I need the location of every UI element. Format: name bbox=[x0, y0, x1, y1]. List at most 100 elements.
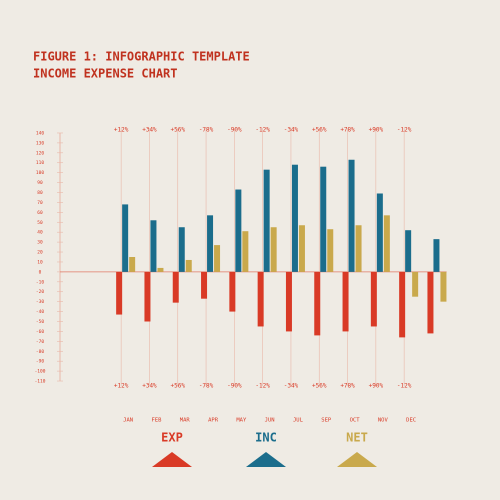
y-tick-label: -30 bbox=[36, 299, 44, 305]
change-label-top: -78% bbox=[199, 127, 214, 134]
x-tick-label: MAY bbox=[236, 418, 247, 424]
x-tick-label: APR bbox=[208, 418, 219, 424]
y-tick-label: 30 bbox=[37, 240, 43, 246]
change-label-bottom: +78% bbox=[340, 383, 355, 390]
change-label-top: +90% bbox=[369, 127, 384, 134]
y-tick-label: -100 bbox=[35, 369, 46, 375]
y-tick-label: 20 bbox=[37, 250, 43, 256]
y-tick-label: -80 bbox=[36, 349, 44, 355]
y-tick-label: -90 bbox=[36, 359, 44, 365]
legend-marker bbox=[152, 452, 192, 467]
bar bbox=[427, 271, 434, 334]
legend-label: EXP bbox=[161, 431, 183, 445]
bar bbox=[150, 220, 157, 272]
y-tick-label: 100 bbox=[36, 170, 44, 176]
legend-marker bbox=[337, 452, 377, 467]
x-tick-label: JUN bbox=[265, 418, 275, 424]
bar bbox=[257, 271, 264, 327]
bar bbox=[242, 231, 249, 272]
y-tick-label: -60 bbox=[36, 329, 44, 335]
y-tick-label: 60 bbox=[37, 210, 43, 216]
change-label-top: +56% bbox=[312, 127, 327, 134]
y-tick-label: 90 bbox=[37, 180, 43, 186]
bar bbox=[314, 271, 321, 336]
bar bbox=[412, 271, 419, 297]
bar bbox=[291, 164, 298, 272]
x-tick-label: JUL bbox=[293, 418, 304, 424]
bar bbox=[285, 271, 292, 332]
x-tick-label: OCT bbox=[350, 418, 361, 424]
change-label-bottom: -90% bbox=[227, 383, 242, 390]
x-tick-label: DEC bbox=[406, 418, 416, 424]
change-label-bottom: +12% bbox=[114, 383, 129, 390]
y-tick-label: 80 bbox=[37, 190, 43, 196]
change-label-bottom: +56% bbox=[312, 383, 327, 390]
bar bbox=[172, 271, 179, 303]
bar bbox=[440, 271, 447, 302]
y-tick-label: 70 bbox=[37, 200, 43, 206]
bar bbox=[207, 215, 214, 272]
y-tick-label: 130 bbox=[36, 140, 44, 146]
bar bbox=[144, 271, 151, 322]
change-label-bottom: +90% bbox=[369, 383, 384, 390]
bar bbox=[270, 227, 277, 272]
bar bbox=[129, 257, 136, 272]
change-label-top: -12% bbox=[255, 127, 270, 134]
bar bbox=[185, 259, 192, 272]
x-tick-label: FEB bbox=[151, 418, 162, 424]
bar bbox=[178, 227, 185, 272]
bar bbox=[122, 204, 129, 272]
legend-label: NET bbox=[346, 431, 368, 445]
bar bbox=[235, 189, 242, 272]
change-label-top: -34% bbox=[284, 127, 299, 134]
legend-marker bbox=[246, 452, 286, 467]
change-label-bottom: +34% bbox=[142, 383, 157, 390]
y-tick-label: -20 bbox=[36, 289, 44, 295]
bar bbox=[405, 230, 412, 272]
x-tick-label: NOV bbox=[378, 418, 389, 424]
legend-label: INC bbox=[255, 431, 277, 445]
bar bbox=[342, 271, 349, 332]
change-label-top: -90% bbox=[227, 127, 242, 134]
y-tick-label: -110 bbox=[35, 379, 46, 385]
bar bbox=[433, 239, 440, 272]
y-tick-label: 0 bbox=[39, 269, 42, 275]
y-tick-label: 10 bbox=[37, 259, 43, 265]
y-tick-label: -40 bbox=[36, 309, 44, 315]
bar bbox=[116, 271, 123, 315]
y-tick-label: 120 bbox=[36, 150, 44, 156]
change-label-top: +78% bbox=[340, 127, 355, 134]
bar bbox=[229, 271, 236, 312]
y-tick-label: -10 bbox=[36, 279, 44, 285]
bar bbox=[214, 245, 221, 272]
x-tick-label: JAN bbox=[123, 418, 133, 424]
y-tick-label: 50 bbox=[37, 220, 43, 226]
change-label-bottom: -78% bbox=[199, 383, 214, 390]
bar bbox=[370, 271, 377, 327]
y-tick-label: -50 bbox=[36, 319, 44, 325]
bar bbox=[320, 166, 327, 272]
x-tick-label: SEP bbox=[321, 418, 332, 424]
change-label-top: -12% bbox=[397, 127, 412, 134]
change-label-top: +56% bbox=[171, 127, 186, 134]
change-label-top: +34% bbox=[142, 127, 157, 134]
change-label-bottom: +56% bbox=[171, 383, 186, 390]
bar bbox=[399, 271, 406, 338]
change-label-bottom: -12% bbox=[397, 383, 412, 390]
y-tick-label: -70 bbox=[36, 339, 44, 345]
bar bbox=[376, 193, 383, 272]
bar bbox=[383, 215, 390, 272]
y-tick-label: 140 bbox=[36, 130, 44, 136]
bar bbox=[263, 169, 270, 272]
bar bbox=[348, 159, 355, 272]
bar bbox=[201, 271, 208, 299]
y-tick-label: 110 bbox=[36, 160, 44, 166]
chart-title: FIGURE 1: INFOGRAPHIC TEMPLATE bbox=[33, 50, 250, 64]
bar bbox=[157, 267, 164, 272]
x-tick-label: MAR bbox=[180, 418, 191, 424]
bar bbox=[298, 225, 305, 272]
y-tick-label: 40 bbox=[37, 230, 43, 236]
bar bbox=[327, 229, 334, 272]
